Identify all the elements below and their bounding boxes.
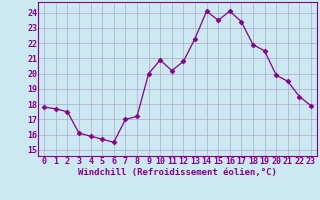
- X-axis label: Windchill (Refroidissement éolien,°C): Windchill (Refroidissement éolien,°C): [78, 168, 277, 177]
